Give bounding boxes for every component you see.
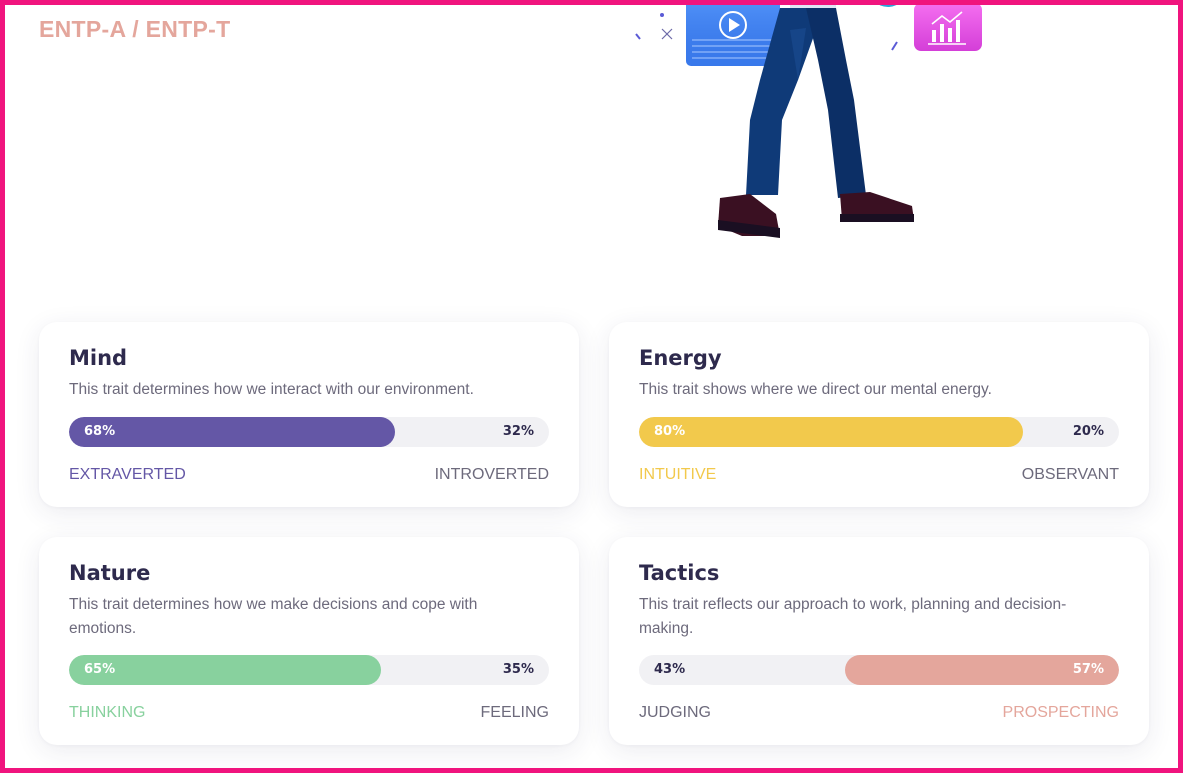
trait-card-tactics: Tactics This trait reflects our approach… bbox=[609, 537, 1149, 745]
trait-progress-bar: 68% 32% bbox=[69, 417, 549, 447]
left-pole-label: INTUITIVE bbox=[639, 466, 717, 483]
left-percentage: 80% bbox=[654, 424, 686, 439]
bar-chart-icon bbox=[914, 3, 982, 51]
trait-progress-bar: 65% 35% bbox=[69, 655, 549, 685]
left-pole-label: EXTRAVERTED bbox=[69, 466, 186, 483]
right-pole-label: PROSPECTING bbox=[1002, 704, 1119, 721]
left-percentage: 43% bbox=[654, 662, 686, 677]
right-percentage: 57% bbox=[1072, 662, 1104, 677]
trait-card-energy: Energy This trait shows where we direct … bbox=[609, 322, 1149, 507]
trait-description: This trait determines how we interact wi… bbox=[69, 381, 474, 398]
trait-bar-fill bbox=[845, 655, 1119, 685]
trait-description: This trait determines how we make decisi… bbox=[69, 596, 478, 637]
left-pole-label: JUDGING bbox=[639, 704, 711, 721]
right-pole-label: INTROVERTED bbox=[434, 466, 549, 483]
left-pole-label: THINKING bbox=[69, 704, 146, 721]
right-percentage: 32% bbox=[502, 424, 534, 439]
trait-title: Mind bbox=[69, 346, 128, 370]
right-percentage: 35% bbox=[502, 662, 534, 677]
trait-title: Tactics bbox=[639, 561, 720, 585]
trait-bar-fill bbox=[69, 417, 396, 447]
left-percentage: 68% bbox=[84, 424, 116, 439]
trait-progress-bar: 80% 20% bbox=[639, 417, 1119, 447]
person-walking-illustration bbox=[635, 0, 982, 238]
trait-card-nature: Nature This trait determines how we make… bbox=[39, 537, 579, 745]
trait-bar-fill bbox=[639, 417, 1023, 447]
personality-type-label: ENTP-A / ENTP-T bbox=[39, 16, 231, 42]
right-pole-label: OBSERVANT bbox=[1021, 466, 1119, 483]
trait-description: This trait shows where we direct our men… bbox=[639, 381, 992, 398]
trait-description: This trait reflects our approach to work… bbox=[639, 596, 1067, 637]
trait-progress-bar: 43% 57% bbox=[639, 655, 1119, 685]
right-pole-label: FEELING bbox=[480, 704, 549, 721]
trait-title: Nature bbox=[69, 561, 151, 585]
trait-title: Energy bbox=[639, 346, 722, 370]
trait-card-mind: Mind This trait determines how we intera… bbox=[39, 322, 579, 507]
trait-bar-fill bbox=[69, 655, 381, 685]
left-percentage: 65% bbox=[84, 662, 116, 677]
video-play-icon bbox=[686, 0, 780, 66]
right-percentage: 20% bbox=[1072, 424, 1104, 439]
